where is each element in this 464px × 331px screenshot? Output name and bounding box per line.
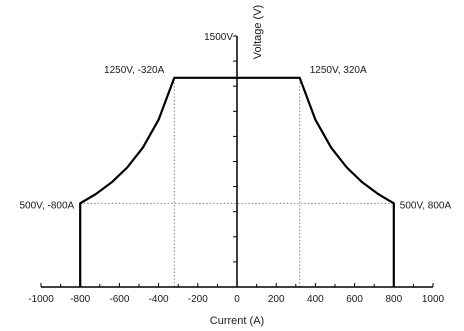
x-tick-label: -400 xyxy=(149,294,169,305)
annotation-label: 500V, -800A xyxy=(20,200,75,211)
x-tick-label: 0 xyxy=(234,294,240,305)
x-tick-label: 400 xyxy=(307,294,324,305)
annotation-label: 500V, 800A xyxy=(400,200,452,211)
x-tick-labels: -1000 -800 -600 -400 -200 0 200 400 600 800 1000 xyxy=(28,294,444,305)
x-tick-label: -800 xyxy=(70,294,90,305)
y-ticks xyxy=(233,35,237,263)
x-tick-label: 600 xyxy=(346,294,363,305)
axes xyxy=(40,35,434,288)
y-top-label: 1500V xyxy=(204,32,233,43)
x-tick-label: 800 xyxy=(385,294,402,305)
y-axis-label: Voltage (V) xyxy=(252,5,264,59)
x-tick-label: -600 xyxy=(109,294,129,305)
x-ticks xyxy=(40,283,434,287)
x-tick-label: 1000 xyxy=(422,294,445,305)
series-line xyxy=(79,76,395,287)
x-axis-label: Current (A) xyxy=(210,315,264,327)
annotations: 1250V, -320A 1250V, 320A 500V, -800A 500V, … xyxy=(20,65,452,211)
annotation-label: 1250V, 320A xyxy=(310,65,367,76)
x-tick-label: 200 xyxy=(268,294,285,305)
x-tick-label: -200 xyxy=(188,294,208,305)
annotation-label: 1250V, -320A xyxy=(104,65,165,76)
x-tick-label: -1000 xyxy=(28,294,54,305)
